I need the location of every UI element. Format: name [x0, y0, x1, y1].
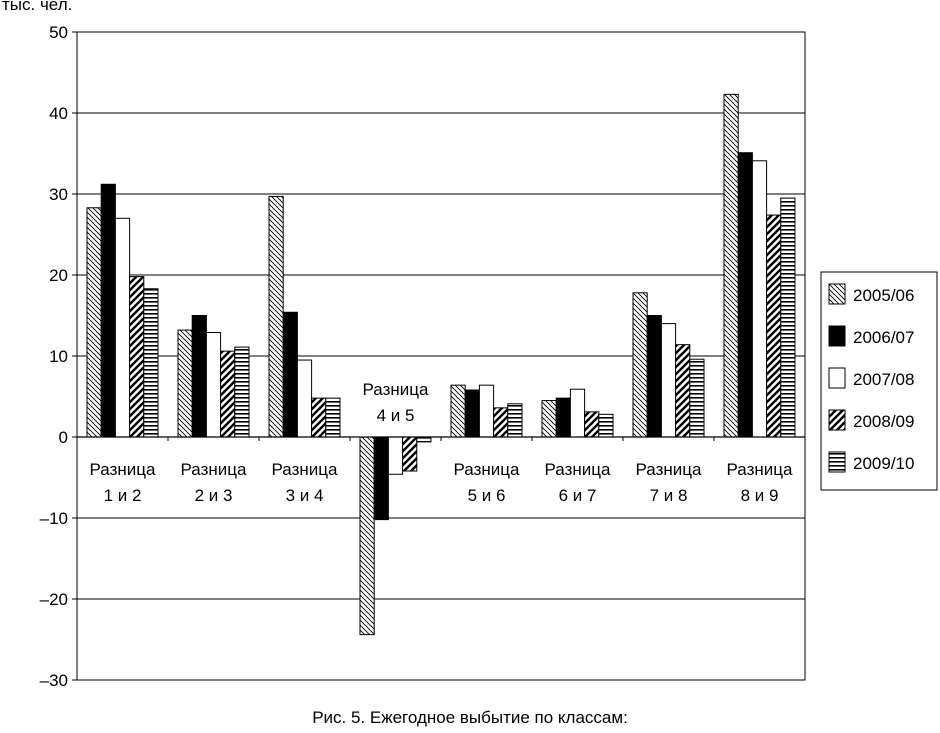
category-label: Разница	[545, 460, 611, 479]
bar-2009-10-cat-1	[143, 288, 159, 438]
category-label: Разница	[363, 380, 429, 399]
legend-swatch	[828, 325, 846, 347]
bar-2007-08-cat-3	[296, 359, 313, 438]
figure-caption: Рис. 5. Ежегодное выбытие по классам:	[312, 708, 628, 727]
category-label: 6 и 7	[559, 486, 597, 505]
bar-2008-09-cat-3	[311, 397, 327, 438]
bar-2005-06-cat-8	[723, 93, 739, 438]
bar-2009-10-cat-7	[689, 358, 705, 438]
category-label: Разница	[90, 460, 156, 479]
legend-swatch	[828, 451, 846, 473]
y-tick-label: 40	[49, 104, 68, 123]
plot-area-border	[76, 31, 806, 681]
y-tick-label: –10	[40, 509, 68, 528]
y-tick-label: 50	[49, 23, 68, 42]
bars	[77, 93, 805, 636]
y-axis-ticks: 50 40 30 20 10 0 –10 –20 –30	[40, 23, 77, 690]
legend: 2005/06 2006/07 2007/08 2008/09 2009/10	[820, 271, 938, 491]
bar-2009-10-cat-8	[780, 197, 796, 438]
legend-label: 2006/07	[853, 328, 914, 347]
bar-2007-08-cat-6	[569, 388, 586, 438]
bar-2007-08-cat-5	[478, 384, 495, 438]
bar-2009-10-cat-5	[507, 403, 523, 438]
bar-2005-06-cat-1	[86, 207, 102, 438]
y-tick-label: 20	[49, 266, 68, 285]
legend-label: 2009/10	[853, 454, 914, 473]
category-label: 7 и 8	[650, 486, 688, 505]
bar-2006-07-cat-4	[373, 436, 389, 521]
bar-2007-08-cat-4	[387, 436, 404, 475]
legend-swatch	[828, 283, 846, 305]
bar-2006-07-cat-8	[737, 152, 753, 438]
bar-2008-09-cat-1	[129, 276, 145, 438]
y-tick-label: –20	[40, 590, 68, 609]
bar-2006-07-cat-2	[191, 315, 207, 438]
y-tick-label: 0	[59, 428, 68, 447]
category-label: 8 и 9	[741, 486, 779, 505]
category-label: 3 и 4	[286, 486, 324, 505]
bar-2006-07-cat-6	[555, 397, 571, 438]
category-label: Разница	[454, 460, 520, 479]
bar-2008-09-cat-4	[402, 436, 418, 472]
bar-2006-07-cat-5	[464, 389, 480, 438]
bar-2008-09-cat-7	[675, 344, 691, 438]
legend-label: 2007/08	[853, 370, 914, 389]
category-label: 1 и 2	[104, 486, 142, 505]
bar-2008-09-cat-8	[766, 214, 782, 438]
bar-2008-09-cat-6	[584, 411, 600, 438]
category-label: 5 и 6	[468, 486, 506, 505]
y-tick-label: 30	[49, 185, 68, 204]
bar-2007-08-cat-8	[751, 160, 768, 438]
x-axis-labels: Разница 1 и 2 Разница 2 и 3 Разница 3 и 4 Разн…	[90, 380, 793, 505]
bar-2005-06-cat-4	[359, 436, 375, 636]
bar-2008-09-cat-2	[220, 350, 236, 438]
bar-2007-08-cat-1	[114, 217, 131, 438]
bar-2009-10-cat-6	[598, 413, 614, 438]
category-label: Разница	[272, 460, 338, 479]
bar-2005-06-cat-2	[177, 329, 193, 438]
bar-2008-09-cat-5	[493, 407, 509, 438]
bar-2005-06-cat-3	[268, 195, 284, 438]
bar-2005-06-cat-5	[450, 384, 466, 438]
legend-label: 2008/09	[853, 412, 914, 431]
bar-2007-08-cat-2	[205, 332, 222, 438]
category-label: 4 и 5	[377, 406, 415, 425]
bar-2009-10-cat-4	[416, 436, 432, 443]
bar-2009-10-cat-3	[325, 397, 341, 438]
y-unit-label: тыс. чел.	[2, 0, 72, 14]
category-label: 2 и 3	[195, 486, 233, 505]
bar-2006-07-cat-7	[646, 315, 662, 438]
y-tick-label: 10	[49, 347, 68, 366]
category-label: Разница	[727, 460, 793, 479]
legend-swatch	[828, 367, 846, 389]
legend-label: 2005/06	[853, 286, 914, 305]
bar-2006-07-cat-3	[282, 311, 298, 438]
y-tick-label: –30	[40, 671, 68, 690]
bar-2005-06-cat-7	[632, 292, 648, 438]
bar-2006-07-cat-1	[100, 183, 116, 438]
bar-2005-06-cat-6	[541, 400, 557, 438]
category-label: Разница	[181, 460, 247, 479]
category-label: Разница	[636, 460, 702, 479]
legend-swatch	[828, 409, 846, 431]
bar-2007-08-cat-7	[660, 323, 677, 438]
bar-2009-10-cat-2	[234, 346, 250, 438]
